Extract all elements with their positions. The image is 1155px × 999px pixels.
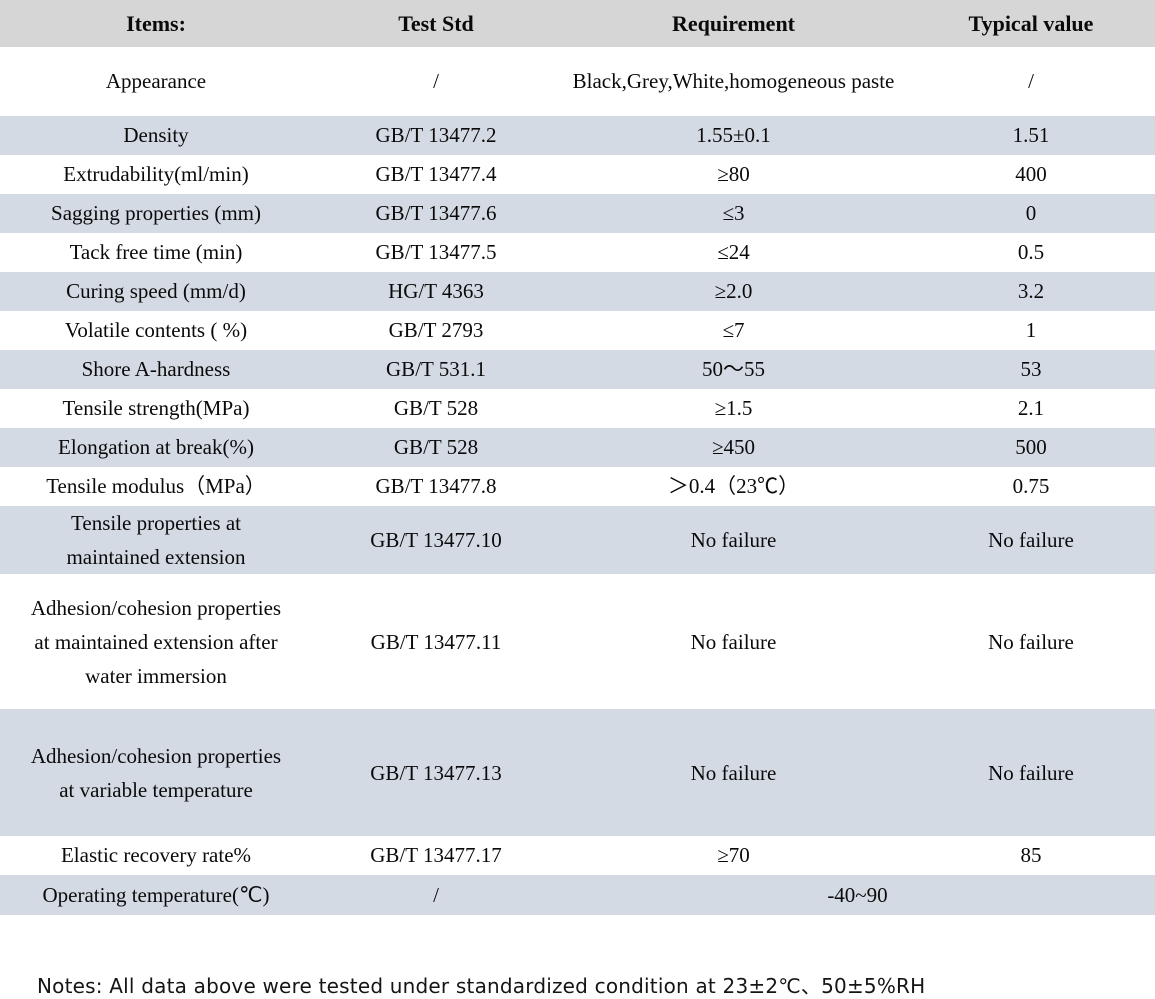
cell-requirement: No failure	[560, 506, 907, 574]
column-header-items: Items:	[0, 0, 312, 47]
cell-test-std: GB/T 13477.10	[312, 506, 560, 574]
cell-item: Volatile contents ( %)	[0, 311, 312, 350]
cell-item: Extrudability(ml/min)	[0, 155, 312, 194]
cell-requirement: Black,Grey,White,homogeneous paste	[560, 47, 907, 116]
cell-typical-value: 3.2	[907, 272, 1155, 311]
table-row: Tensile strength(MPa) GB/T 528 ≥1.5 2.1	[0, 389, 1155, 428]
table-row: Tensile properties at maintained extensi…	[0, 506, 1155, 574]
cell-test-std: GB/T 2793	[312, 311, 560, 350]
cell-requirement: ＞0.4（23℃）	[560, 467, 907, 506]
cell-test-std: GB/T 13477.5	[312, 233, 560, 272]
cell-typical-value: 1.51	[907, 116, 1155, 155]
cell-typical-value: 500	[907, 428, 1155, 467]
cell-requirement: ≤7	[560, 311, 907, 350]
spec-table-header: Items: Test Std Requirement Typical valu…	[0, 0, 1155, 47]
cell-test-std: GB/T 13477.4	[312, 155, 560, 194]
cell-test-std: GB/T 13477.6	[312, 194, 560, 233]
cell-requirement: ≤24	[560, 233, 907, 272]
header-row: Items: Test Std Requirement Typical valu…	[0, 0, 1155, 47]
column-header-typical-value: Typical value	[907, 0, 1155, 47]
cell-test-std: GB/T 13477.13	[312, 709, 560, 836]
cell-requirement: ≥1.5	[560, 389, 907, 428]
cell-typical-value: 0	[907, 194, 1155, 233]
cell-typical-value: No failure	[907, 574, 1155, 709]
cell-requirement: No failure	[560, 574, 907, 709]
cell-requirement: 1.55±0.1	[560, 116, 907, 155]
cell-item: Tensile properties at maintained extensi…	[0, 506, 312, 574]
cell-requirement: ≥70	[560, 836, 907, 875]
cell-test-std: /	[312, 47, 560, 116]
table-row: Curing speed (mm/d) HG/T 4363 ≥2.0 3.2	[0, 272, 1155, 311]
cell-item: Adhesion/cohesion properties at maintain…	[0, 574, 312, 709]
column-header-requirement: Requirement	[560, 0, 907, 47]
table-row: Elastic recovery rate% GB/T 13477.17 ≥70 85	[0, 836, 1155, 875]
cell-test-std: GB/T 13477.17	[312, 836, 560, 875]
column-header-test-std: Test Std	[312, 0, 560, 47]
cell-typical-value: No failure	[907, 506, 1155, 574]
table-row: Density GB/T 13477.2 1.55±0.1 1.51	[0, 116, 1155, 155]
table-row: Operating temperature(℃) / -40~90	[0, 875, 1155, 915]
table-row: Sagging properties (mm) GB/T 13477.6 ≤3 0	[0, 194, 1155, 233]
cell-item: Tensile modulus（MPa）	[0, 467, 312, 506]
cell-test-std: GB/T 13477.11	[312, 574, 560, 709]
table-row: Tensile modulus（MPa） GB/T 13477.8 ＞0.4（23℃…	[0, 467, 1155, 506]
cell-requirement: No failure	[560, 709, 907, 836]
table-row: Extrudability(ml/min) GB/T 13477.4 ≥80 400	[0, 155, 1155, 194]
cell-requirement: ≥2.0	[560, 272, 907, 311]
cell-item: Tensile strength(MPa)	[0, 389, 312, 428]
table-row: Elongation at break(%) GB/T 528 ≥450 500	[0, 428, 1155, 467]
cell-item: Tack free time (min)	[0, 233, 312, 272]
table-row: Shore A-hardness GB/T 531.1 50～55 53	[0, 350, 1155, 389]
table-row: Adhesion/cohesion properties at maintain…	[0, 574, 1155, 709]
cell-item: Elastic recovery rate%	[0, 836, 312, 875]
cell-item: Appearance	[0, 47, 312, 116]
cell-requirement: ≤3	[560, 194, 907, 233]
cell-item: Shore A-hardness	[0, 350, 312, 389]
cell-test-std: /	[312, 875, 560, 915]
cell-typical-value: 85	[907, 836, 1155, 875]
cell-item: Elongation at break(%)	[0, 428, 312, 467]
cell-typical-value: 400	[907, 155, 1155, 194]
spec-table-body: Appearance / Black,Grey,White,homogeneous …	[0, 47, 1155, 915]
cell-item: Operating temperature(℃)	[0, 875, 312, 915]
cell-item: Curing speed (mm/d)	[0, 272, 312, 311]
cell-requirement: ≥450	[560, 428, 907, 467]
cell-requirement-merged: -40~90	[560, 875, 1155, 915]
table-row: Adhesion/cohesion properties at variable…	[0, 709, 1155, 836]
table-row: Appearance / Black,Grey,White,homogeneous …	[0, 47, 1155, 116]
cell-requirement: ≥80	[560, 155, 907, 194]
cell-item: Adhesion/cohesion properties at variable…	[0, 709, 312, 836]
cell-typical-value: 53	[907, 350, 1155, 389]
cell-typical-value: 1	[907, 311, 1155, 350]
cell-item: Density	[0, 116, 312, 155]
cell-test-std: GB/T 528	[312, 428, 560, 467]
spec-table: Items: Test Std Requirement Typical valu…	[0, 0, 1155, 915]
cell-typical-value: /	[907, 47, 1155, 116]
cell-typical-value: 0.75	[907, 467, 1155, 506]
table-row: Tack free time (min) GB/T 13477.5 ≤24 0.5	[0, 233, 1155, 272]
cell-item: Sagging properties (mm)	[0, 194, 312, 233]
cell-test-std: HG/T 4363	[312, 272, 560, 311]
cell-typical-value: 0.5	[907, 233, 1155, 272]
cell-test-std: GB/T 531.1	[312, 350, 560, 389]
table-row: Volatile contents ( %) GB/T 2793 ≤7 1	[0, 311, 1155, 350]
cell-test-std: GB/T 13477.8	[312, 467, 560, 506]
cell-typical-value: No failure	[907, 709, 1155, 836]
cell-requirement: 50～55	[560, 350, 907, 389]
notes-text: Notes: All data above were tested under …	[37, 974, 926, 998]
cell-test-std: GB/T 13477.2	[312, 116, 560, 155]
cell-typical-value: 2.1	[907, 389, 1155, 428]
cell-test-std: GB/T 528	[312, 389, 560, 428]
